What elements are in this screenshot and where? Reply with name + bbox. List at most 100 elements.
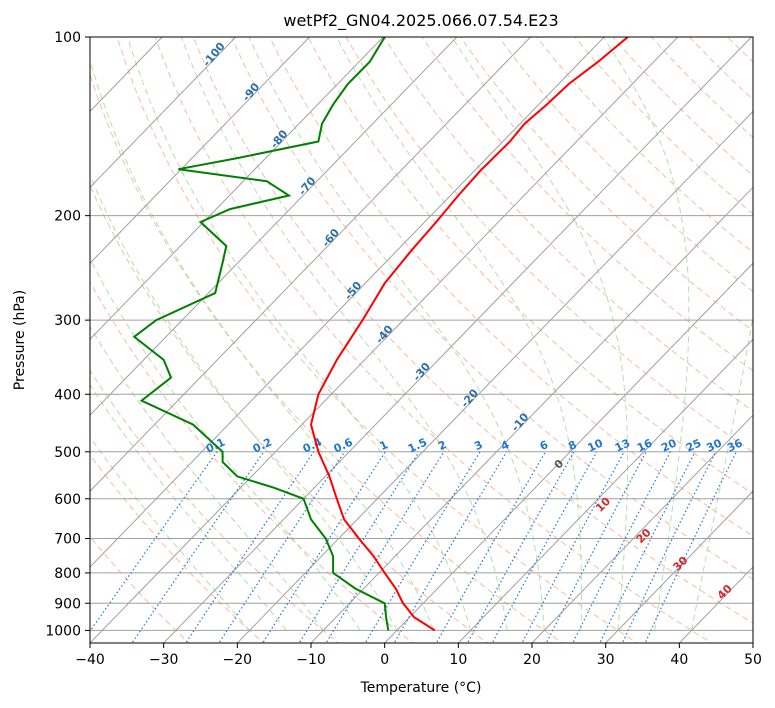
isotherm-line: [90, 37, 532, 492]
y-axis: 1000 900 800 700 600 500 400 300 200 100: [45, 30, 90, 639]
mixing-ratio-line: [325, 451, 445, 643]
dry-adiabat-label: -10: [509, 410, 532, 434]
mixing-ratio-line: [521, 451, 625, 643]
x-tick-label: −10: [296, 652, 326, 668]
mixing-ratio-line: [572, 451, 671, 643]
dry-adiabat-line: [269, 37, 753, 537]
chart-title: wetPf2_GN04.2025.066.07.54.E23: [283, 11, 558, 31]
isotherm-line: [383, 262, 753, 643]
y-tick-label: 200: [54, 209, 81, 225]
y-tick-label: 600: [54, 492, 81, 508]
mixing-ratio-label: 1: [378, 438, 390, 453]
mixing-ratio-label: 0.4: [301, 435, 324, 455]
y-tick-label: 900: [54, 596, 81, 612]
mixing-ratio-line: [90, 451, 218, 633]
mixing-ratio-label: 0.6: [332, 435, 355, 455]
plot-frame: [89, 36, 754, 644]
x-tick-label: −30: [149, 652, 179, 668]
moist-adiabat-line: [90, 58, 435, 631]
moist-adiabat-label: 40: [715, 582, 735, 602]
mixing-ratio-label: 10: [586, 436, 606, 454]
dry-adiabat-line: [689, 37, 753, 101]
y-tick-label: 300: [54, 313, 81, 329]
mixing-ratio-line: [262, 451, 386, 643]
dry-adiabat-line: [421, 37, 753, 372]
dry-adiabat-line: [574, 37, 753, 215]
dry-adiabat-line: [90, 184, 489, 643]
dry-adiabat-line: [90, 280, 414, 643]
dry-adiabat-label: -100: [200, 40, 228, 70]
mixing-ratio-label: 1.5: [406, 436, 429, 456]
dry-adiabat-line: [90, 535, 190, 643]
y-tick-label: 500: [54, 445, 81, 461]
dry-adiabat-line: [154, 37, 713, 643]
dry-adiabat-line: [766, 37, 775, 645]
mixing-ratio-label: 16: [635, 436, 655, 454]
moist-adiabat-line: [90, 383, 287, 631]
dry-adiabat-label: -40: [373, 322, 396, 346]
y-tick-label: 400: [54, 387, 81, 403]
moist-adiabat-line: [335, 37, 582, 631]
x-tick-label: 40: [670, 652, 688, 668]
profile-series: [132, 37, 629, 632]
mixing-ratio-line: [545, 451, 647, 643]
x-tick-label: −20: [223, 652, 253, 668]
isotherm-line: [162, 37, 753, 643]
mixing-ratio-label: 8: [566, 438, 578, 453]
isotherm-line: [90, 37, 311, 264]
y-tick-label: 1000: [45, 623, 81, 639]
dry-adiabat-label: -50: [342, 279, 365, 303]
isotherm-line: [678, 566, 753, 643]
x-tick-label: 30: [597, 652, 615, 668]
x-axis: −40 −30 −20 −10 0 10 20 30 40 50: [75, 643, 762, 668]
dry-adiabat-line: [650, 37, 753, 139]
dry-adiabat-line: [90, 369, 340, 643]
mixing-ratio-line: [393, 451, 508, 643]
isotherm-line: [236, 110, 753, 643]
isotherm-line: [310, 186, 753, 643]
y-tick-label: 700: [54, 532, 81, 548]
moist-adiabat-line: [90, 325, 324, 631]
isotherm-line: [752, 642, 753, 643]
isotherm-line: [90, 37, 679, 643]
mixing-ratio-label: 6: [538, 438, 551, 453]
moist-adiabat-line: [90, 436, 250, 631]
isotherm-line: [90, 37, 458, 416]
mixing-ratio-line: [644, 451, 737, 643]
dry-adiabat-line: [231, 37, 753, 580]
x-tick-label: 20: [523, 652, 541, 668]
profile-line: [309, 37, 629, 632]
mixing-ratio-label: 3: [472, 438, 484, 453]
x-tick-label: 50: [744, 652, 762, 668]
mixing-ratio-line: [218, 451, 346, 643]
x-tick-label: 0: [380, 652, 389, 668]
mixing-ratio-label: 30: [704, 436, 724, 454]
moist-adiabat-line: [180, 37, 508, 631]
dry-adiabat-label: -20: [458, 386, 481, 410]
mixing-ratio-line: [185, 451, 315, 643]
dry-adiabat-label: -70: [296, 174, 319, 198]
dry-adiabat-line: [345, 37, 753, 453]
dry-adiabat-label: -90: [240, 80, 263, 104]
dry-adiabat-line: [498, 37, 753, 293]
moist-adiabat-line: [602, 37, 690, 631]
background-line-labels: 0.1 0.2 0.4 0.6 1 1.5 2 3 4 6 8 10 13 16 20 25 30 36-100-…: [200, 40, 745, 602]
dry-adiabat-line: [536, 37, 753, 254]
mixing-ratio-label: 36: [725, 436, 745, 454]
moist-adiabat-label: 0: [552, 457, 567, 472]
x-axis-title: Temperature (°C): [360, 680, 482, 696]
mixing-ratio-line: [298, 451, 420, 643]
isotherm-line: [90, 37, 237, 189]
mixing-ratio-label: 20: [659, 436, 679, 454]
moist-adiabat-line: [451, 37, 629, 631]
mixing-ratio-line: [435, 451, 547, 643]
isotherm-line: [90, 37, 384, 340]
y-tick-label: 800: [54, 566, 81, 582]
moist-adiabat-label: 20: [634, 526, 654, 546]
y-tick-label: 100: [54, 30, 81, 46]
background-lines: [90, 37, 775, 645]
mixing-ratio-line: [599, 451, 696, 643]
mixing-ratio-label: 2: [436, 438, 448, 453]
isotherm-line: [90, 37, 605, 568]
moist-adiabat-label: 10: [593, 494, 613, 514]
